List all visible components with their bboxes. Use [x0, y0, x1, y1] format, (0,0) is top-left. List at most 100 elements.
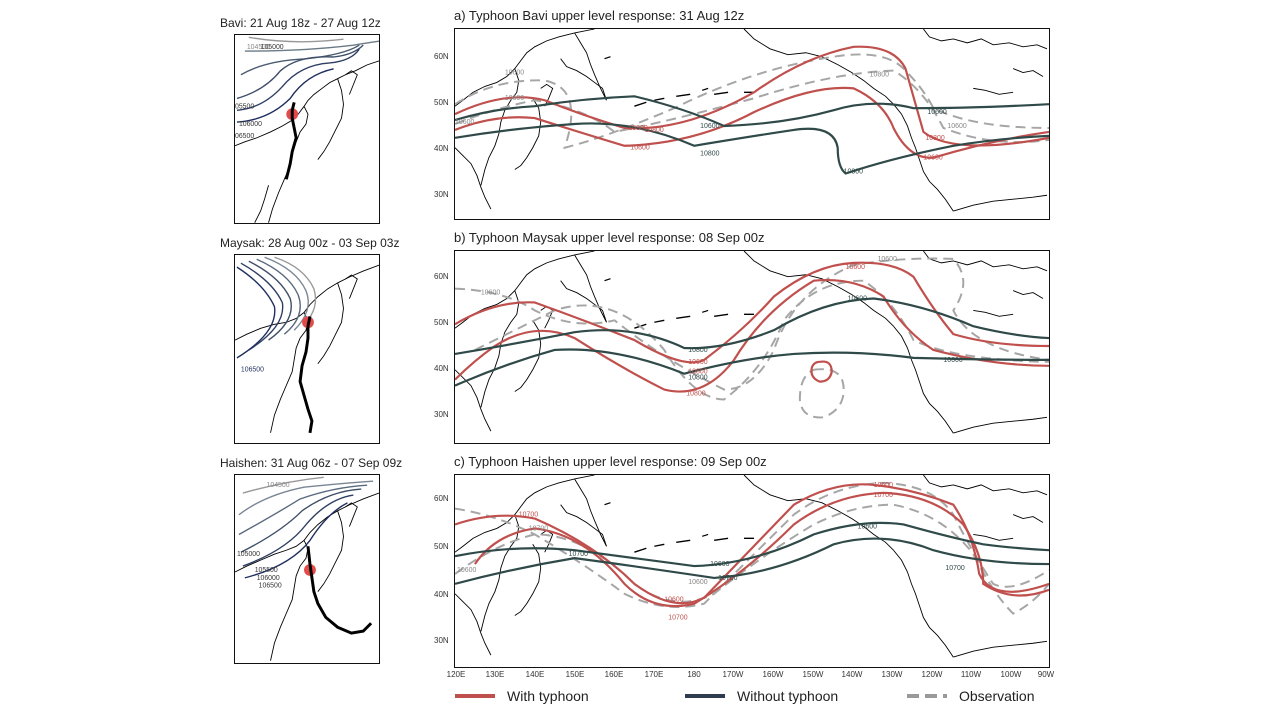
contour-label: 10600 — [700, 123, 720, 130]
lat-label: 30N — [434, 410, 449, 419]
contour-label: 10800 — [644, 127, 664, 134]
dark-contours — [455, 521, 1049, 585]
contour-label: 10600 — [874, 482, 894, 489]
panel-c-map: 10700 10600 10700 10600 10700 10600 1070… — [454, 474, 1050, 668]
contour-label: 10600 — [688, 579, 708, 586]
legend-without-typhoon: Without typhoon — [685, 688, 838, 704]
lon-label: 150E — [565, 670, 585, 679]
bavi-map-svg: 104500 105000 05500 106000 06500 — [235, 36, 379, 223]
contour-label: 104500 — [267, 482, 290, 489]
geopotential-contours — [238, 476, 374, 579]
panel-b-map: 10600 10600 10600 10600 10800 10800 1060… — [454, 250, 1050, 444]
lon-label: 160W — [762, 670, 784, 679]
lon-label: 140E — [525, 670, 545, 679]
contour-label: 10800 — [628, 125, 648, 132]
contour-label: 10700 — [668, 615, 688, 622]
legend: With typhoon Without typhoon Observation — [455, 688, 1055, 710]
small-panel-title: Maysak: 28 Aug 00z - 03 Sep 03z — [220, 236, 400, 250]
legend-label: With typhoon — [507, 688, 589, 704]
contour-label: 10600 — [846, 264, 866, 271]
lat-label: 30N — [434, 190, 449, 199]
coastlines — [235, 492, 379, 661]
contour-label: 10800 — [688, 347, 708, 354]
contour-label: 10600 — [848, 296, 868, 303]
panel-a-map: 10600 10600 10600 10800 10600 10800 1060… — [454, 28, 1050, 220]
panel-title: c) Typhoon Haishen upper level response:… — [454, 454, 767, 469]
small-panel-title: Haishen: 31 Aug 06z - 07 Sep 09z — [220, 456, 403, 470]
contour-label: 106500 — [241, 367, 264, 374]
lon-label: 170E — [644, 670, 664, 679]
contour-label: 10600 — [858, 523, 878, 530]
contour-label: 105500 — [255, 567, 278, 574]
coastlines — [235, 60, 379, 223]
gray-contours — [455, 257, 1049, 419]
lat-label: 40N — [434, 364, 449, 373]
contour-label: 10600 — [505, 95, 525, 102]
contour-label: 10600 — [630, 145, 650, 152]
legend-label: Without typhoon — [737, 688, 839, 704]
red-contours — [455, 261, 1049, 393]
maysak-track-map: 106500 — [234, 254, 380, 444]
lon-label: 100W — [1000, 670, 1022, 679]
haishen-map-svg: 104500 105000 105500 106000 106500 — [235, 476, 379, 661]
lat-label: 30N — [434, 636, 449, 645]
contour-label: 10700 — [569, 551, 589, 558]
typhoon-track — [298, 316, 314, 434]
contour-label: 05500 — [235, 103, 254, 110]
contour-label: 10700 — [519, 512, 539, 519]
contour-label: 10600 — [457, 567, 477, 574]
lon-label: 120W — [921, 670, 943, 679]
small-panel-title: Bavi: 21 Aug 18z - 27 Aug 12z — [220, 16, 381, 30]
contour-label: 10800 — [870, 72, 890, 79]
legend-observation: Observation — [907, 688, 1034, 704]
legend-label: Observation — [959, 688, 1035, 704]
contour-label: 10600 — [664, 597, 684, 604]
contour-label: 105000 — [237, 551, 260, 558]
gray-contours — [455, 53, 1049, 150]
dark-contours — [455, 297, 1049, 387]
lon-label: 120E — [446, 670, 466, 679]
contour-label: 104500 — [247, 44, 270, 51]
lon-label: 180 — [687, 670, 701, 679]
lat-label: 40N — [434, 590, 449, 599]
lat-label: 60N — [434, 494, 449, 503]
bavi-track-map: 104500 105000 05500 106000 06500 — [234, 34, 380, 224]
panel-c-svg: 10700 10600 10700 10600 10700 10600 1070… — [455, 475, 1049, 658]
contour-label: 10800 — [688, 375, 708, 382]
legend-swatch-dashed — [907, 694, 947, 698]
geopotential-contours — [236, 36, 379, 123]
lon-label: 170W — [722, 670, 744, 679]
lon-label: 140W — [841, 670, 863, 679]
geopotential-contours — [236, 256, 317, 359]
lon-label: 150W — [802, 670, 824, 679]
lat-label: 50N — [434, 318, 449, 327]
panel-b-svg: 10600 10600 10600 10600 10800 10800 1060… — [455, 251, 1049, 434]
lat-label: 50N — [434, 98, 449, 107]
red-contours — [455, 483, 1049, 608]
contour-label: 10800 — [688, 369, 708, 376]
legend-swatch-dark — [685, 694, 725, 698]
typhoon-track — [284, 102, 298, 180]
contour-label: 10800 — [925, 135, 945, 142]
lon-label: 130E — [485, 670, 505, 679]
contour-label: 10600 — [947, 123, 967, 130]
dark-contours — [455, 95, 1049, 175]
lon-label: 130W — [881, 670, 903, 679]
contour-label: 10800 — [844, 168, 864, 175]
red-contours — [455, 45, 1049, 159]
lon-label: 110W — [960, 670, 982, 679]
legend-with-typhoon: With typhoon — [455, 688, 589, 704]
lat-label: 60N — [434, 272, 449, 281]
lon-label: 90W — [1037, 670, 1055, 679]
maysak-map-svg: 106500 — [235, 256, 379, 434]
contour-label: 106000 — [239, 121, 262, 128]
contour-label: 06500 — [235, 133, 254, 140]
gray-contours — [455, 481, 1049, 615]
typhoon-track — [306, 546, 373, 635]
lon-label: 160E — [604, 670, 624, 679]
contour-label: 106000 — [257, 575, 280, 582]
contour-label: 10600 — [927, 109, 947, 116]
contour-label: 10700 — [874, 492, 894, 499]
legend-swatch-red — [455, 694, 495, 698]
contour-label: 105000 — [261, 44, 284, 51]
